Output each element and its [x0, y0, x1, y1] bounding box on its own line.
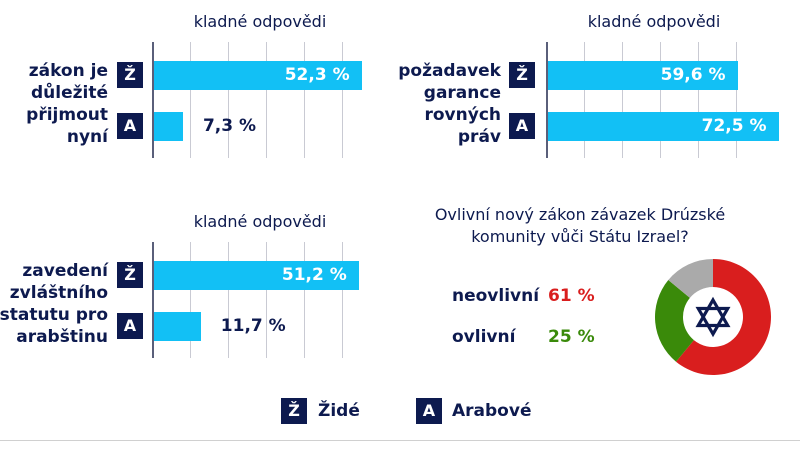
gridline [304, 42, 305, 158]
category-label-line: práv [457, 127, 501, 147]
chart-title: kladné odpovědi [193, 212, 327, 231]
bar-zide [548, 61, 738, 90]
donut-title-line: Ovlivní nový zákon závazek Drúzské [434, 205, 726, 224]
category-label-line: důležité [30, 83, 108, 103]
donut-chart [655, 259, 771, 375]
category-label-line: zákon je [28, 61, 108, 81]
legend-badge-zide: Ž [281, 398, 307, 424]
gridline [342, 242, 343, 358]
axis-line [152, 42, 154, 158]
series-badge: Ž [509, 62, 535, 88]
donut-slice-other [668, 259, 713, 298]
gridline [660, 42, 661, 158]
gridline [342, 42, 343, 158]
donut-title-line: komunity vůči Státu Izrael? [471, 227, 689, 246]
series-badge: A [117, 313, 143, 339]
donut-label-neovlivni: neovlivní [452, 286, 540, 306]
chart-title: kladné odpovědi [587, 12, 721, 31]
bar-zide [154, 261, 359, 290]
donut-label-ovlivni: ovlivní [452, 327, 516, 347]
donut-value-neovlivni: 61 % [548, 286, 595, 306]
bar-arabove [548, 112, 779, 141]
donut-value-ovlivni: 25 % [548, 327, 595, 347]
bar-value-label: 7,3 % [202, 116, 257, 136]
series-badge: A [117, 113, 143, 139]
series-badge: A [509, 113, 535, 139]
series-badge: Ž [117, 62, 143, 88]
gridline [228, 242, 229, 358]
bar-value-label: 51,2 % [281, 265, 347, 285]
gridline [266, 242, 267, 358]
gridline [698, 42, 699, 158]
bar-value-label: 52,3 % [284, 65, 350, 85]
bottom-divider [0, 440, 800, 441]
category-label-line: nyní [66, 127, 108, 147]
donut-title: Ovlivní nový zákon závazek Drúzské komun… [410, 204, 750, 248]
legend-label-arabove: Arabové [452, 401, 532, 421]
gridline [266, 42, 267, 158]
series-badge: Ž [117, 262, 143, 288]
gridline [622, 42, 623, 158]
bar-arabove [154, 312, 201, 341]
category-label-line: požadavek [398, 61, 501, 81]
gridline [584, 42, 585, 158]
category-label-line: rovných [424, 105, 501, 125]
donut-slice-ovlivní [655, 280, 694, 362]
gridline [190, 242, 191, 358]
axis-line [152, 242, 154, 358]
axis-line [546, 42, 548, 158]
category-label-line: garance [423, 83, 501, 103]
category-label-line: arabštinu [16, 327, 108, 347]
star-of-david-icon [695, 296, 731, 338]
category-label-line: zavedení [22, 261, 108, 281]
donut-slice-neovlivní [676, 259, 771, 375]
bar-value-label: 59,6 % [660, 65, 726, 85]
category-label-line: přijmout [26, 105, 108, 125]
category-label-line: statutu pro [0, 305, 108, 325]
gridline [190, 42, 191, 158]
bar-value-label: 72,5 % [701, 116, 767, 136]
gridline [736, 42, 737, 158]
legend-badge-arabove: A [416, 398, 442, 424]
chart-title: kladné odpovědi [193, 12, 327, 31]
bar-arabove [154, 112, 183, 141]
bar-value-label: 11,7 % [220, 316, 286, 336]
gridline [304, 242, 305, 358]
category-label-line: zvláštního [9, 283, 108, 303]
gridline [228, 42, 229, 158]
legend-label-zide: Židé [318, 401, 360, 421]
bar-zide [154, 61, 362, 90]
